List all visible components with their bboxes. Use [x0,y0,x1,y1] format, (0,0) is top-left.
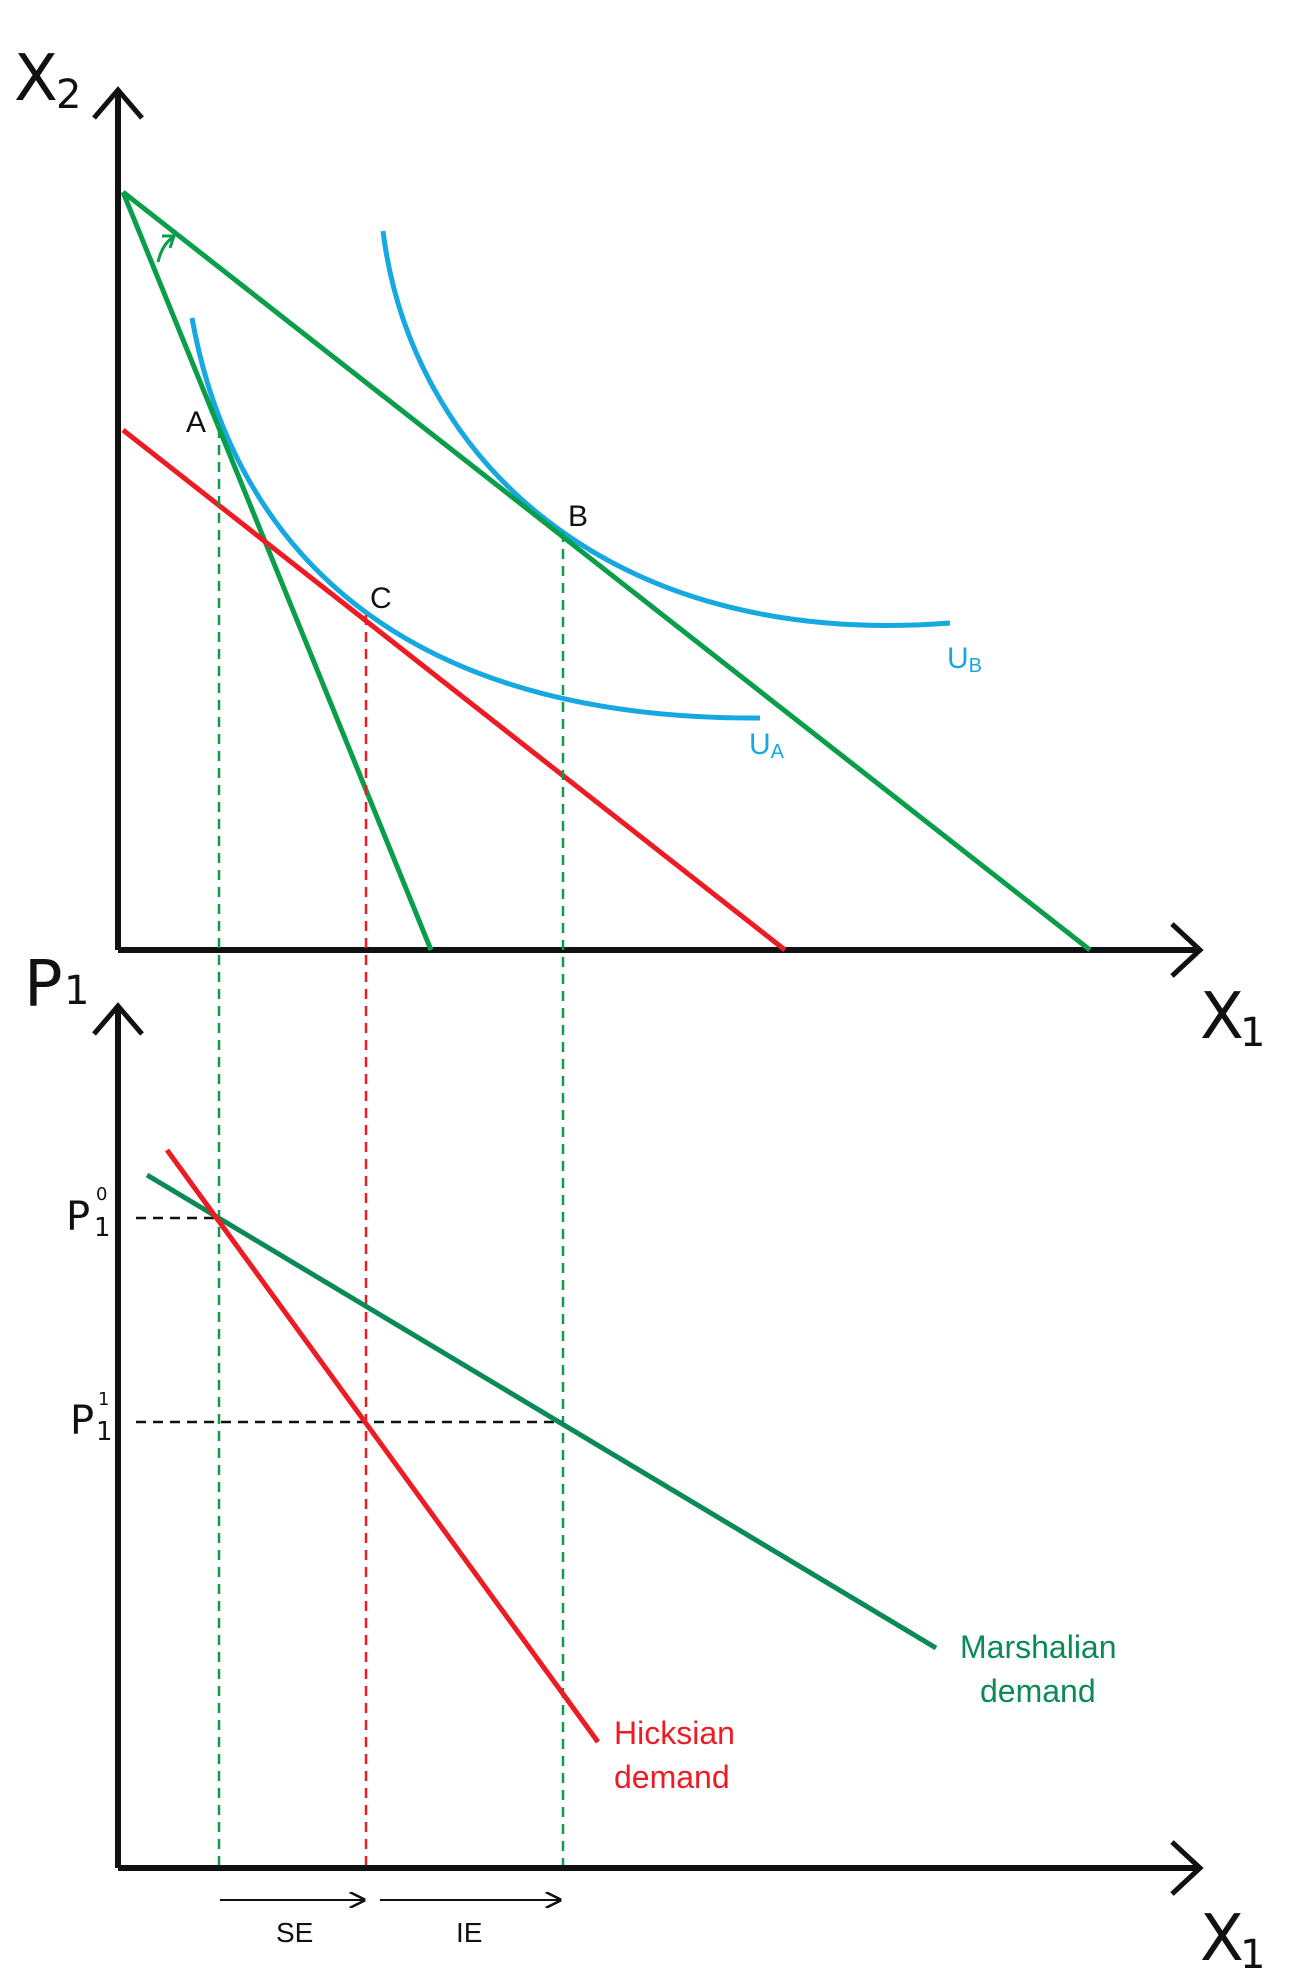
top-panel: X 2 X 1 A B C UA UB [14,42,1265,1056]
bottom-panel: P 1 X 1 P 0 1 P 1 1 Marshalian demand Hi… [24,948,1265,1978]
ua-label: UA [749,728,785,763]
p1-price-subscript: 1 [96,1417,113,1447]
income-effect-label: IE [456,1917,482,1948]
rotation-arrow-icon [156,236,173,263]
marshallian-demand-label: Marshalian demand [960,1629,1125,1709]
p1-axis-subscript: 1 [64,968,89,1014]
indifference-curve-ub [380,230,951,628]
x1-axis-top-subscript: 1 [1240,1010,1265,1056]
x1-axis-bottom-arrowhead [1170,1840,1204,1896]
x1-axis-top-label: X [1200,980,1244,1054]
rotation-arrowhead-icon [162,234,177,249]
x1-axis-top-arrowhead [1170,922,1204,978]
marshallian-demand-curve [145,1172,938,1651]
x1-axis-bottom-label: X [1200,1902,1244,1976]
p1-price-label: P [70,1398,94,1444]
p0-label: P [66,1194,90,1240]
point-c-label: C [370,582,392,615]
p0-subscript: 1 [94,1213,111,1243]
p1-price-superscript: 1 [98,1389,109,1410]
indifference-curve-ua [189,317,761,721]
substitution-effect-label: SE [276,1917,313,1948]
ub-label: UB [947,642,982,677]
x2-axis-arrowhead [92,86,144,120]
original-budget-line [120,191,434,951]
p1-axis-label: P [24,948,63,1022]
x2-axis-label: X [14,42,58,116]
point-a-label: A [186,406,206,439]
hicksian-demand-curve [164,1148,601,1744]
x2-axis-subscript: 2 [56,72,81,118]
p1-axis-arrowhead [92,1002,144,1036]
p0-superscript: 0 [96,1184,107,1205]
compensated-budget-line [121,428,787,952]
x1-axis-bottom-subscript: 1 [1240,1932,1265,1978]
new-budget-line [121,190,1092,952]
hicksian-demand-label: Hicksian demand [614,1715,744,1795]
point-b-label: B [568,500,588,533]
quantity-guides [217,428,565,1868]
